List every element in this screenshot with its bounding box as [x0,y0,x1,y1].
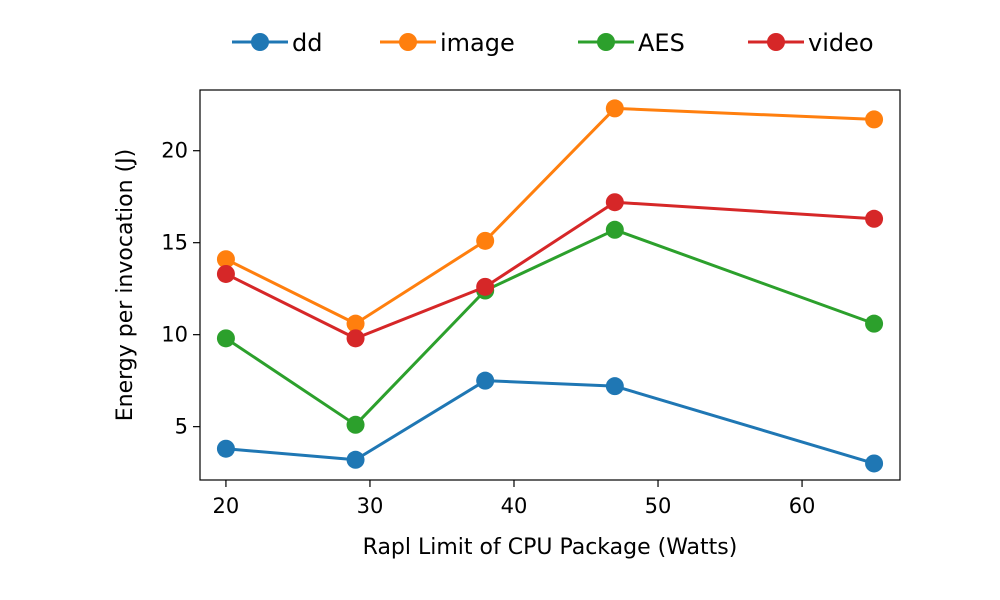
data-point-video [476,277,495,296]
x-tick-label: 50 [645,494,672,518]
x-tick-label: 20 [213,494,240,518]
data-point-dd [605,377,624,396]
legend: dd image AES video [232,29,874,57]
series-line-aes [225,228,875,427]
y-axis: 5 10 15 20 [161,139,200,439]
y-tick-label: 10 [161,323,188,347]
legend-item-image: image [380,29,515,57]
series-dd [216,371,884,473]
data-point-image [216,250,235,269]
y-tick-label: 20 [161,139,188,163]
data-point-aes [216,329,235,348]
y-tick-label: 15 [161,231,188,255]
legend-label-aes: AES [638,29,685,57]
data-point-dd [476,371,495,390]
data-point-video [865,209,884,228]
legend-label-dd: dd [292,29,322,57]
series-line-image [225,106,875,326]
y-tick-label: 5 [175,415,188,439]
legend-item-dd: dd [232,29,322,57]
series-line-dd [225,379,875,465]
data-point-video [346,329,365,348]
legend-item-aes: AES [578,29,685,57]
x-tick-label: 30 [357,494,384,518]
plot-area-frame [199,89,901,481]
data-point-dd [346,450,365,469]
data-point-dd [216,439,235,458]
data-point-aes [865,314,884,333]
series-aes [216,220,884,434]
data-point-image [476,231,495,250]
legend-label-image: image [440,29,515,57]
data-point-aes [605,220,624,239]
data-point-image [605,99,624,118]
legend-marker-image [399,33,417,51]
series-line-video [225,200,875,340]
x-tick-label: 60 [789,494,816,518]
legend-label-video: video [808,29,874,57]
x-axis: 20 30 40 50 60 [213,480,816,518]
data-point-image [346,314,365,333]
data-point-video [216,264,235,283]
series-layer [216,99,884,473]
x-tick-label: 40 [501,494,528,518]
data-point-aes [346,415,365,434]
x-axis-label: Rapl Limit of CPU Package (Watts) [363,535,738,560]
legend-marker-video [767,33,785,51]
legend-marker-dd [251,33,269,51]
legend-marker-aes [597,33,615,51]
series-video [216,193,884,348]
legend-item-video: video [748,29,874,57]
data-point-video [605,193,624,212]
data-point-dd [865,454,884,473]
y-axis-label: Energy per invocation (J) [113,149,138,421]
data-point-image [865,110,884,129]
series-image [216,99,884,333]
